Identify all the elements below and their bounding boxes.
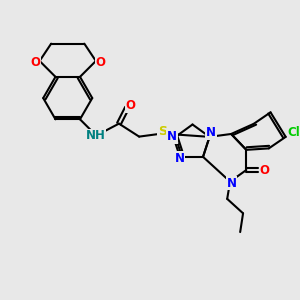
Text: O: O — [30, 56, 40, 69]
Text: N: N — [167, 130, 177, 143]
Text: NH: NH — [86, 129, 106, 142]
Text: N: N — [175, 152, 185, 165]
Text: Cl: Cl — [287, 126, 300, 139]
Text: O: O — [125, 99, 136, 112]
Text: N: N — [226, 176, 236, 190]
Text: O: O — [259, 164, 269, 176]
Text: S: S — [158, 125, 167, 138]
Text: N: N — [206, 126, 216, 139]
Text: O: O — [95, 56, 105, 69]
